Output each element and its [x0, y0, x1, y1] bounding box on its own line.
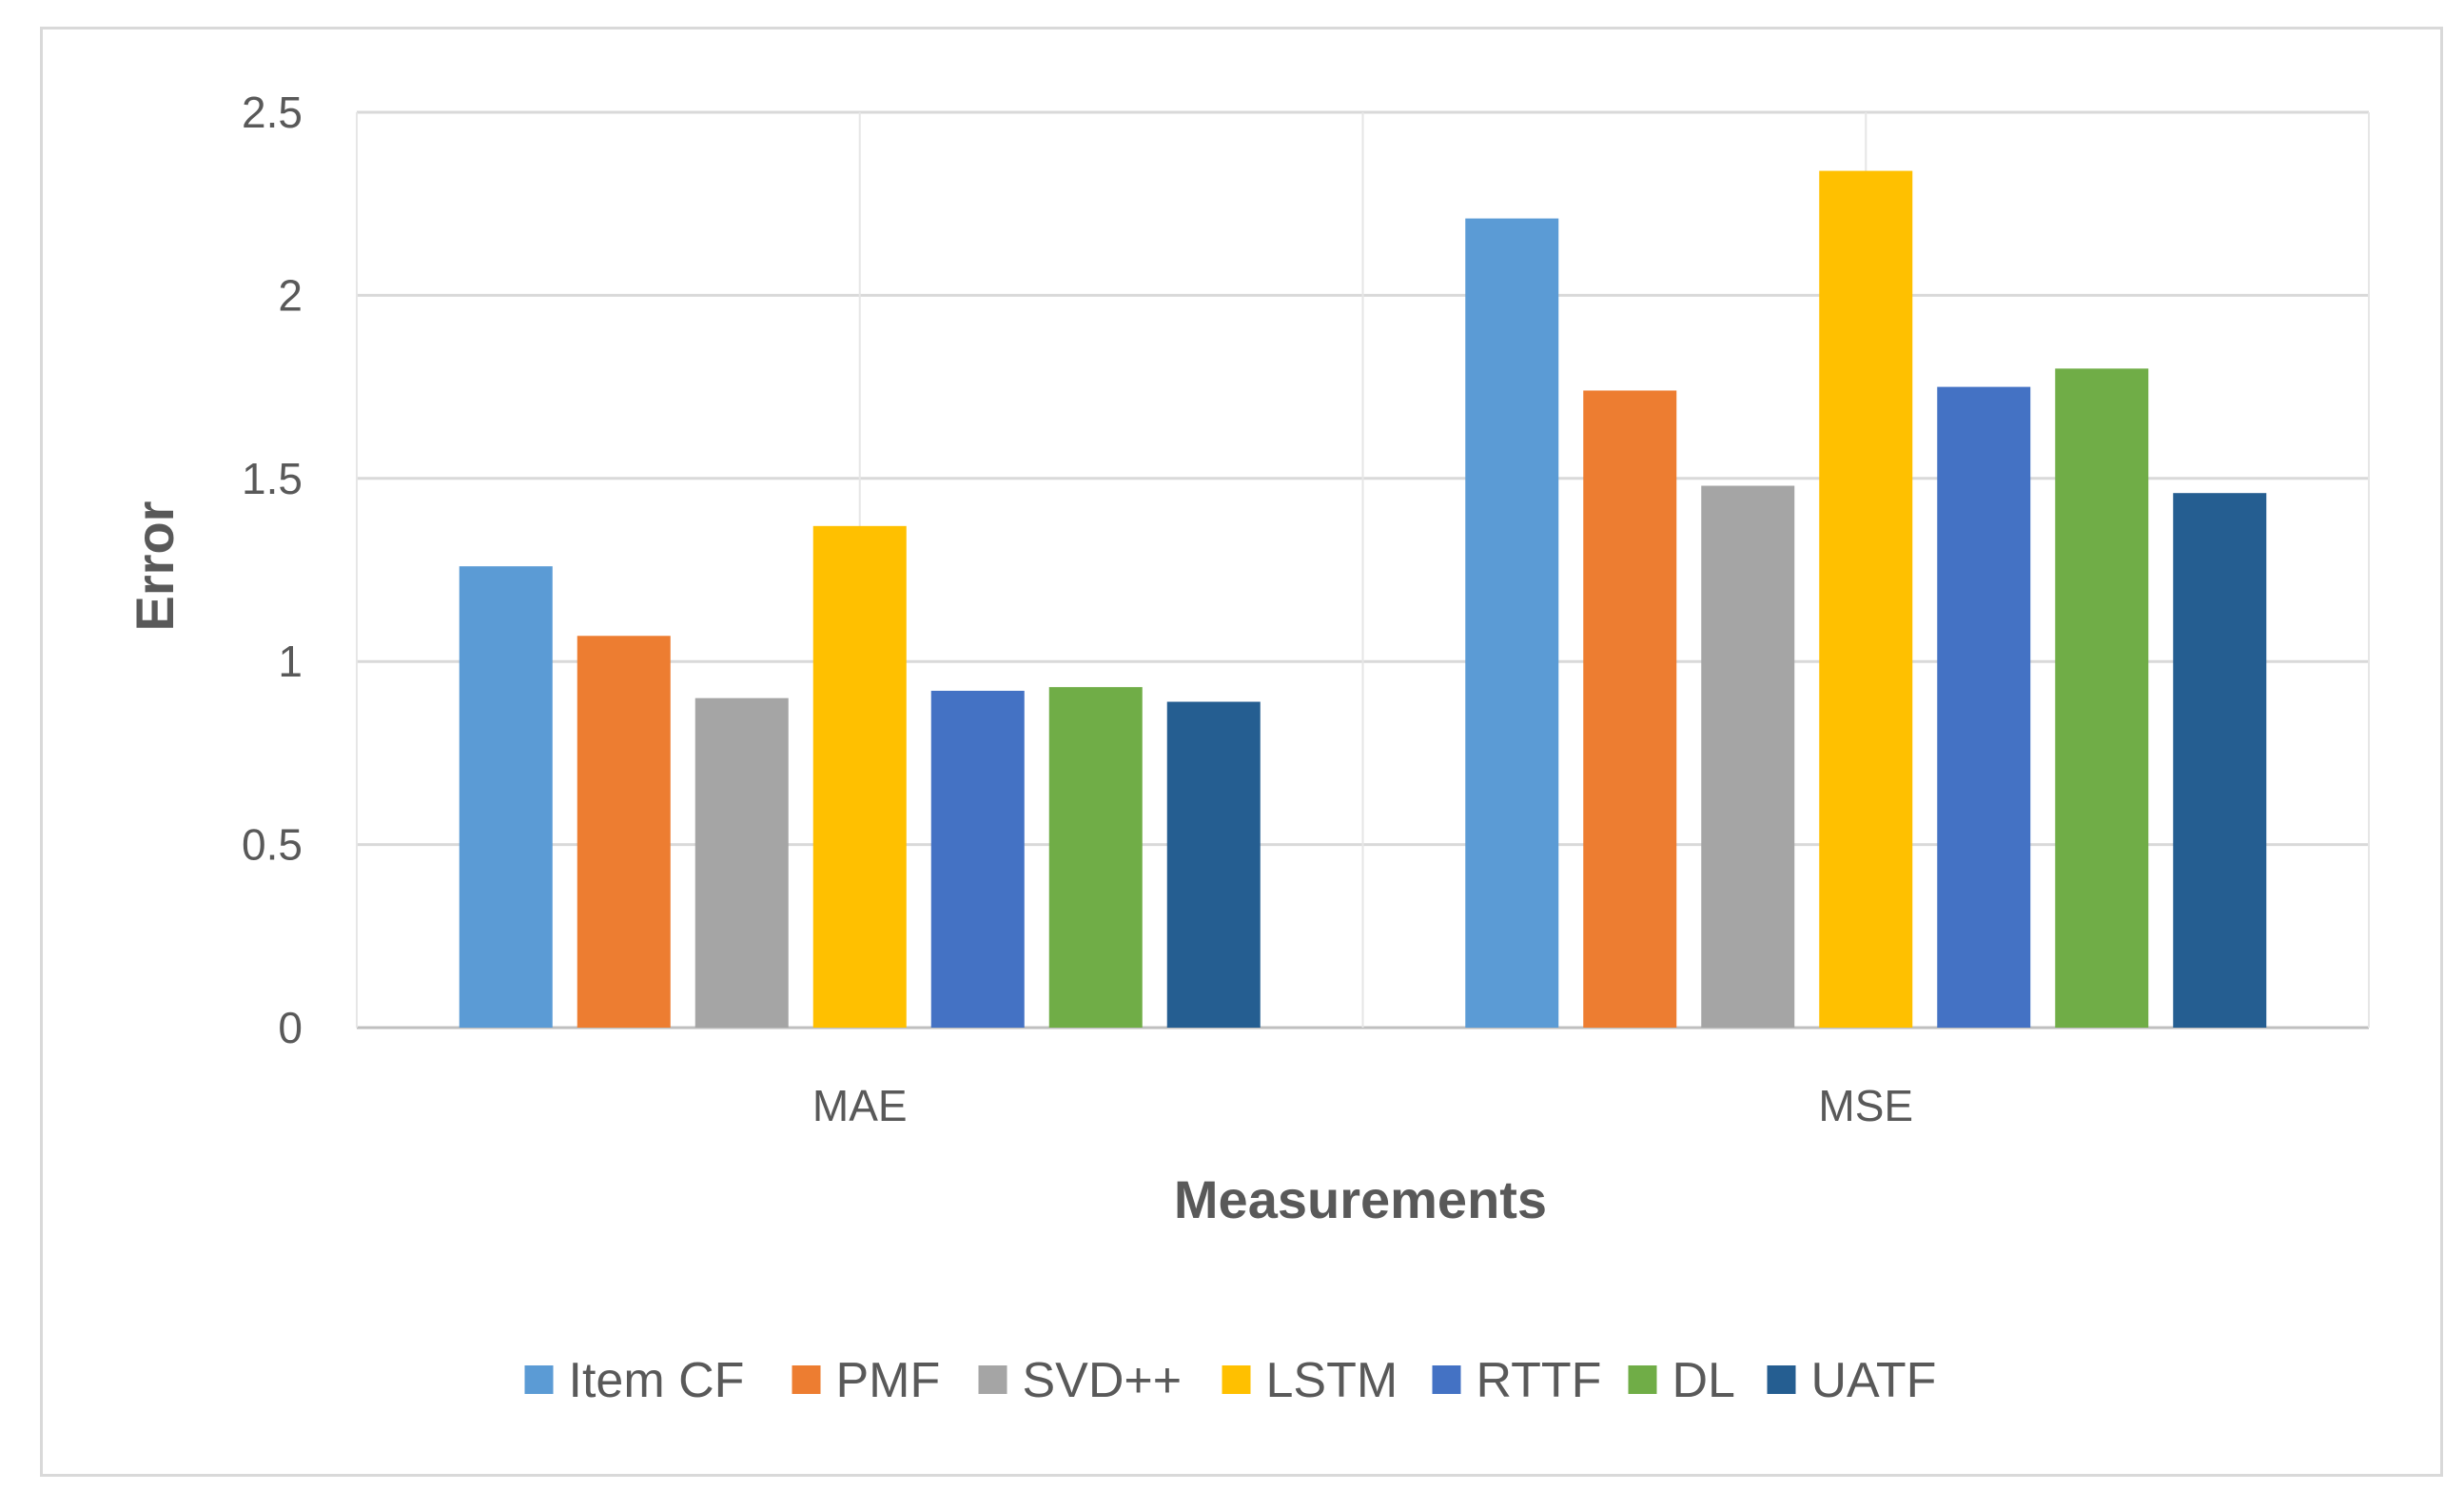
- bar-mse-pmf: [1583, 390, 1677, 1028]
- bar-mae-uatf: [1166, 701, 1261, 1028]
- bar-mse-uatf: [2173, 493, 2267, 1028]
- bar-mae-svd-: [694, 697, 789, 1028]
- legend-label: DL: [1672, 1353, 1735, 1408]
- legend-label: Item CF: [569, 1353, 745, 1408]
- bar-mse-dl: [2055, 368, 2149, 1028]
- legend-swatch: [1767, 1365, 1796, 1394]
- y-axis-ticks: 0 0.5 1 1.5 2 2.5: [242, 88, 303, 1052]
- legend-label: RTTF: [1476, 1353, 1602, 1408]
- legend-label: LSTM: [1266, 1353, 1398, 1408]
- legend-swatch: [792, 1365, 821, 1394]
- legend-swatch: [1628, 1365, 1657, 1394]
- y-tick-label: 0.5: [242, 820, 303, 870]
- y-tick-label: 2: [278, 270, 303, 320]
- x-tick-label: MSE: [1818, 1081, 1913, 1130]
- legend-swatch: [1222, 1365, 1251, 1394]
- bar-mse-lstm: [1819, 170, 1913, 1028]
- legend-label: PMF: [836, 1353, 941, 1408]
- bar-mae-lstm: [812, 525, 907, 1028]
- bar-mae-pmf: [577, 636, 671, 1028]
- y-axis-title: Error: [125, 501, 185, 632]
- bar-mae-item-cf: [459, 566, 553, 1028]
- legend: Item CF PMF SVD++ LSTM RTTF DL UATF: [524, 1353, 1937, 1408]
- bar-mse-svd-: [1701, 485, 1795, 1029]
- legend-label: UATF: [1811, 1353, 1937, 1408]
- legend-swatch: [978, 1365, 1007, 1394]
- bar-mse-item-cf: [1465, 218, 1559, 1029]
- x-tick-label: MAE: [812, 1081, 908, 1130]
- legend-swatch: [524, 1365, 554, 1394]
- y-tick-label: 2.5: [242, 88, 303, 137]
- x-axis-title: Measurements: [1174, 1169, 1547, 1229]
- y-tick-label: 0: [278, 1003, 303, 1052]
- bar-mae-rttf: [930, 690, 1025, 1028]
- legend-label: SVD++: [1023, 1353, 1183, 1408]
- x-axis-ticks: MAE MSE: [812, 1081, 1913, 1130]
- bar-mae-dl: [1048, 687, 1143, 1028]
- y-tick-label: 1.5: [242, 454, 303, 503]
- legend-swatch: [1432, 1365, 1461, 1394]
- bar-mse-rttf: [1937, 386, 2031, 1029]
- bars: [459, 170, 2267, 1029]
- y-tick-label: 1: [278, 637, 303, 686]
